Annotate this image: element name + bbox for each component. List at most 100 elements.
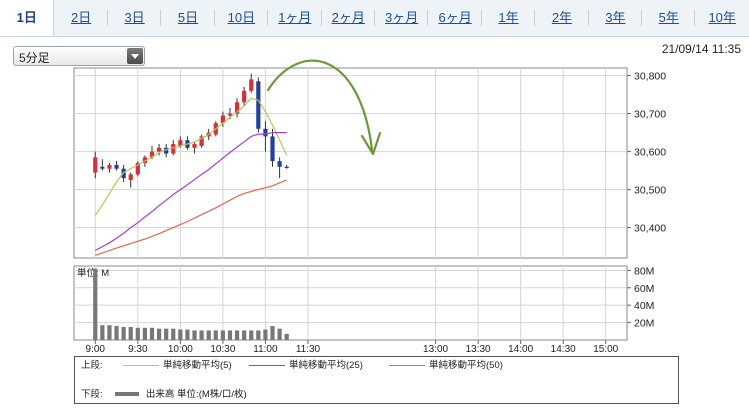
volume-bar-24 bbox=[263, 329, 268, 340]
tab-period-0[interactable]: 1日 bbox=[0, 0, 55, 36]
volume-bar-2 bbox=[107, 325, 112, 340]
price-tick-label-0: 30,400 bbox=[634, 223, 666, 235]
volume-bar-10 bbox=[164, 328, 169, 340]
volume-bar-8 bbox=[149, 327, 155, 340]
x-tick-label-2: 10:00 bbox=[168, 344, 193, 355]
volume-bar-3 bbox=[114, 326, 119, 340]
period-tab-bar: 1日 2日 3日 5日 10日 1ヶ月 2ヶ月 3ヶ月 6ヶ月 1年 2年 3年 5年 10年 bbox=[0, 0, 749, 37]
volume-tick-label-1: 40M bbox=[634, 300, 654, 312]
candle-body-26 bbox=[277, 161, 282, 167]
candle-body-22 bbox=[249, 79, 254, 91]
candle-body-9 bbox=[156, 147, 162, 152]
volume-bar-12 bbox=[178, 329, 183, 340]
volume-bar-5 bbox=[128, 326, 133, 340]
legend-item-ma-2: 単純移動平均(50) bbox=[381, 359, 503, 373]
volume-bar-15 bbox=[199, 330, 204, 340]
price-tick-label-1: 30,500 bbox=[634, 185, 666, 197]
candle-body-5 bbox=[128, 174, 133, 181]
chart-legend: 上段: 単純移動平均(5) 単純移動平均(25) 単純移動平均(50) 下段: 出来… bbox=[74, 356, 679, 404]
x-tick-label-1: 9:30 bbox=[128, 344, 148, 355]
volume-bar-26 bbox=[277, 328, 282, 340]
candle-body-27 bbox=[284, 166, 289, 168]
volume-bar-27 bbox=[284, 333, 289, 340]
tab-period-3[interactable]: 5日 bbox=[161, 0, 216, 36]
tab-period-10[interactable]: 2年 bbox=[535, 0, 590, 36]
volume-tick-label-3: 80M bbox=[634, 265, 654, 277]
candle-body-21 bbox=[242, 90, 247, 103]
candle-body-20 bbox=[234, 102, 240, 114]
volume-tick-label-0: 20M bbox=[634, 318, 654, 330]
candle-body-1 bbox=[100, 166, 105, 169]
volume-bar-11 bbox=[171, 328, 176, 340]
x-tick-label-9: 14:30 bbox=[551, 344, 576, 355]
volume-bar-9 bbox=[156, 328, 162, 340]
legend-upper-label: 上段: bbox=[81, 360, 103, 371]
tab-period-8[interactable]: 6ヶ月 bbox=[428, 0, 483, 36]
volume-bar-0 bbox=[93, 268, 98, 340]
legend-label-ma-1: 単純移動平均(25) bbox=[289, 360, 363, 371]
candle-body-25 bbox=[270, 136, 275, 162]
volume-bar-13 bbox=[185, 329, 190, 340]
price-panel bbox=[73, 67, 628, 259]
tab-period-1[interactable]: 2日 bbox=[54, 0, 109, 36]
volume-bar-6 bbox=[135, 327, 140, 340]
legend-volume-label: 出来高 単位:(M株/口/枚) bbox=[145, 389, 247, 400]
tab-period-9[interactable]: 1年 bbox=[482, 0, 536, 36]
x-tick-label-3: 10:30 bbox=[210, 344, 235, 355]
candle-body-8 bbox=[149, 151, 155, 158]
legend-volume-swatch bbox=[115, 392, 140, 397]
annotation-arrowhead bbox=[360, 131, 382, 156]
chart-timestamp: 21/09/14 11:35 bbox=[661, 42, 741, 56]
candle-body-15 bbox=[199, 136, 204, 146]
volume-bar-25 bbox=[270, 326, 275, 340]
volume-bar-1 bbox=[100, 325, 105, 340]
legend-item-ma-1: 単純移動平均(25) bbox=[241, 359, 363, 373]
candle-body-2 bbox=[107, 164, 112, 169]
legend-swatch-ma-1 bbox=[249, 364, 285, 366]
tab-period-6[interactable]: 2ヶ月 bbox=[322, 0, 376, 36]
tab-period-5[interactable]: 1ヶ月 bbox=[268, 0, 322, 36]
x-tick-label-0: 9:00 bbox=[86, 344, 106, 355]
candle-body-7 bbox=[142, 157, 147, 163]
volume-bar-17 bbox=[213, 330, 218, 340]
candle-body-12 bbox=[178, 140, 183, 146]
legend-label-ma-0: 単純移動平均(5) bbox=[163, 360, 232, 371]
ma-line-0 bbox=[94, 97, 288, 216]
candle-body-0 bbox=[93, 157, 98, 173]
candle-body-24 bbox=[263, 128, 268, 137]
volume-bar-19 bbox=[227, 330, 233, 340]
volume-bar-23 bbox=[256, 330, 261, 340]
candle-body-23 bbox=[256, 81, 261, 129]
tab-period-7[interactable]: 3ヶ月 bbox=[375, 0, 429, 36]
volume-panel bbox=[73, 265, 628, 341]
volume-bar-16 bbox=[206, 330, 211, 340]
price-tick-label-3: 30,700 bbox=[634, 109, 666, 121]
tab-period-4[interactable]: 10日 bbox=[215, 0, 269, 36]
volume-bar-18 bbox=[220, 330, 225, 340]
volume-bar-7 bbox=[142, 327, 147, 340]
x-tick-label-10: 15:00 bbox=[593, 344, 618, 355]
legend-lower-label: 下段: bbox=[81, 389, 103, 400]
interval-select[interactable]: 5分足 bbox=[13, 46, 145, 66]
tab-period-12[interactable]: 5年 bbox=[642, 0, 696, 36]
tab-period-11[interactable]: 3年 bbox=[589, 0, 643, 36]
legend-label-ma-2: 単純移動平均(50) bbox=[429, 360, 503, 371]
candle-body-14 bbox=[192, 144, 197, 148]
price-tick-label-2: 30,600 bbox=[634, 147, 666, 159]
tab-period-2[interactable]: 3日 bbox=[108, 0, 162, 36]
legend-lower-row: 下段: 出来高 単位:(M株/口/枚) bbox=[81, 388, 247, 402]
legend-swatch-ma-2 bbox=[389, 364, 425, 366]
legend-upper-row: 上段: 単純移動平均(5) 単純移動平均(25) 単純移動平均(50) bbox=[81, 359, 503, 373]
candle-body-6 bbox=[135, 163, 140, 175]
volume-bar-4 bbox=[121, 326, 126, 340]
chevron-down-icon[interactable] bbox=[127, 48, 143, 64]
candle-body-11 bbox=[171, 144, 176, 154]
ma-line-2 bbox=[95, 179, 287, 256]
x-tick-label-8: 14:00 bbox=[508, 344, 533, 355]
volume-unit-label: 単位: M bbox=[77, 267, 109, 279]
price-tick-label-4: 30,800 bbox=[634, 71, 666, 83]
candle-body-3 bbox=[114, 164, 119, 169]
volume-bar-20 bbox=[234, 330, 240, 340]
tab-period-13[interactable]: 10年 bbox=[708, 10, 736, 25]
